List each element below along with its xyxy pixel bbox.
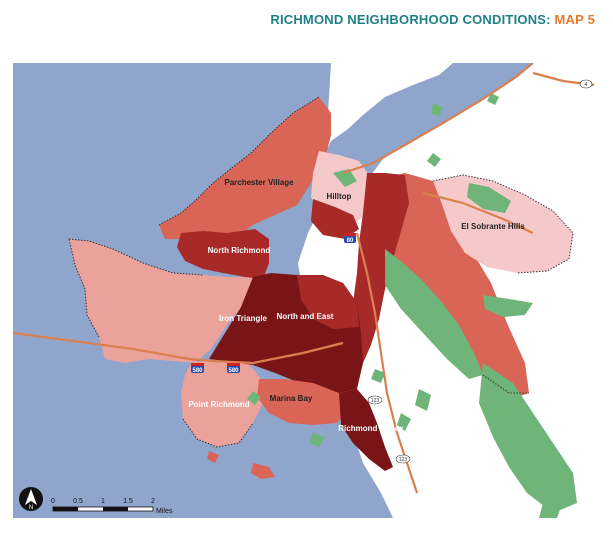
svg-text:N: N (29, 505, 33, 511)
el-sobrante-zone[interactable] (433, 175, 573, 273)
i580-east-shield: 580 (227, 363, 240, 374)
map-title: RICHMOND NEIGHBORHOOD CONDITIONS: (270, 12, 551, 27)
islands (207, 451, 275, 479)
route4-shield: 4 (579, 79, 593, 89)
boundary-lines (68, 96, 574, 448)
sr123-south-shield: 123 (395, 454, 411, 464)
central-corridor-zone[interactable] (349, 173, 409, 363)
i80-shield: 80 (344, 233, 356, 244)
label-marina-bay: Marina Bay (270, 394, 313, 403)
label-richmond-annex: Richmond Annex (338, 424, 404, 433)
map-canvas[interactable]: 80 580 580 123 123 4 Parchester Village … (13, 63, 594, 518)
scale-tick-0: 0 (51, 498, 55, 505)
scale-tick-4: 2 (151, 498, 155, 505)
map-frame[interactable]: 80 580 580 123 123 4 Parchester Village … (13, 63, 594, 518)
north-east-zone[interactable] (297, 275, 359, 329)
svg-text:123: 123 (371, 398, 380, 404)
label-north-richmond: North Richmond (208, 246, 271, 255)
svg-text:80: 80 (347, 238, 354, 244)
label-iron-triangle: Iron Triangle (219, 314, 268, 323)
label-parchester: Parchester Village (224, 178, 294, 187)
scale-unit: Miles (156, 508, 173, 515)
page-title: RICHMOND NEIGHBORHOOD CONDITIONS: MAP 5 (270, 12, 595, 27)
scale-tick-3: 1.5 (123, 498, 133, 505)
east-hills-zone[interactable] (373, 173, 529, 399)
richmond-annex-zone[interactable] (339, 389, 393, 471)
scale-bar: 0 0.5 1 1.5 2 Miles (51, 498, 173, 515)
label-el-sobrante: El Sobrante Hills (461, 222, 525, 231)
western-peninsula-zone[interactable] (69, 239, 253, 363)
park-areas (247, 93, 577, 518)
point-richmond-zone[interactable] (181, 359, 263, 447)
svg-text:4: 4 (585, 82, 588, 88)
hilltop-dark-zone[interactable] (311, 199, 359, 239)
svg-text:123: 123 (399, 457, 408, 463)
sr123-north-shield: 123 (367, 395, 383, 405)
northern-shoreline-zone[interactable] (159, 97, 331, 239)
svg-text:580: 580 (192, 368, 203, 374)
svg-text:580: 580 (228, 368, 239, 374)
north-arrow-icon: N (19, 487, 43, 511)
marina-bay-zone[interactable] (257, 379, 349, 425)
label-hilltop: Hilltop (327, 192, 352, 201)
scale-tick-2: 1 (101, 498, 105, 505)
north-richmond-zone[interactable] (177, 229, 269, 279)
scale-tick-1: 0.5 (73, 498, 83, 505)
label-north-east: North and East (277, 312, 334, 321)
label-point-richmond: Point Richmond (188, 400, 249, 409)
map-number: MAP 5 (554, 12, 595, 27)
label-parchester-line: Parchester Village (224, 178, 294, 187)
i580-west-shield: 580 (191, 363, 204, 374)
